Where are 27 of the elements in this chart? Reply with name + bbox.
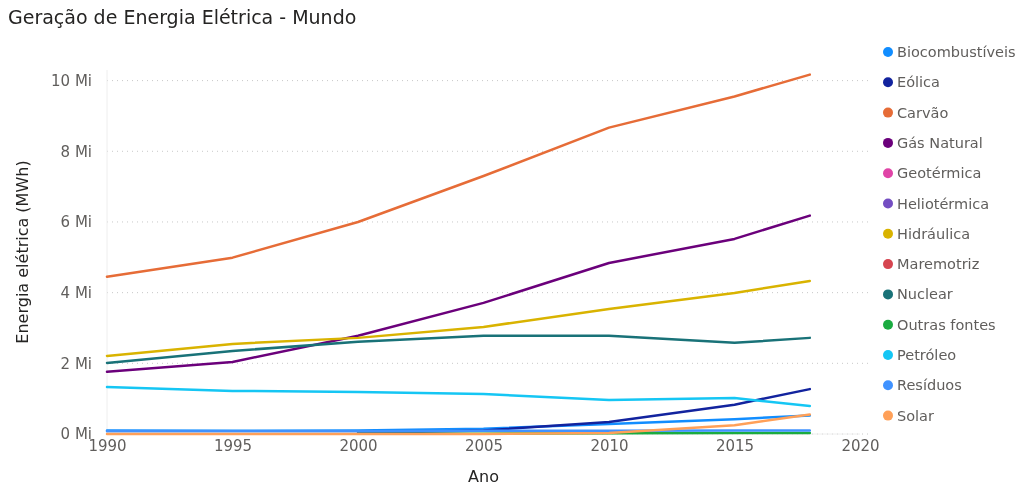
y-tick-label: 2 Mi <box>60 354 92 373</box>
legend-label: Eólica <box>897 74 940 91</box>
legend-label: Solar <box>897 407 934 424</box>
legend-label: Outras fontes <box>897 316 996 333</box>
x-tick-label: 2010 <box>590 436 629 455</box>
legend-label: Carvão <box>897 104 949 121</box>
legend-label: Heliotérmica <box>897 195 990 212</box>
legend-label: Hidráulica <box>897 225 971 242</box>
legend-label: Petróleo <box>897 347 957 364</box>
y-axis-title: Energia elétrica (MWh) <box>13 160 32 344</box>
y-tick-label: 8 Mi <box>60 142 92 161</box>
y-tick-label: 6 Mi <box>60 213 92 232</box>
legend-label: Maremotriz <box>897 256 980 273</box>
x-tick-label: 2020 <box>841 436 880 455</box>
y-tick-label: 10 Mi <box>51 71 92 90</box>
legend-label: Biocombustíveis <box>897 44 1016 61</box>
legend-label: Resíduos <box>897 377 962 394</box>
x-tick-label: 2015 <box>715 436 755 455</box>
x-axis-title: Ano <box>468 467 499 486</box>
x-tick-label: 1995 <box>213 436 253 455</box>
x-tick-label: 2005 <box>464 436 504 455</box>
chart-title: Geração de Energia Elétrica - Mundo <box>8 6 357 28</box>
x-tick-label: 2000 <box>339 436 378 455</box>
y-tick-label: 4 Mi <box>60 283 92 302</box>
legend-label: Nuclear <box>897 286 953 303</box>
legend-label: Geotérmica <box>897 165 982 182</box>
legend-label: Gás Natural <box>897 134 983 151</box>
